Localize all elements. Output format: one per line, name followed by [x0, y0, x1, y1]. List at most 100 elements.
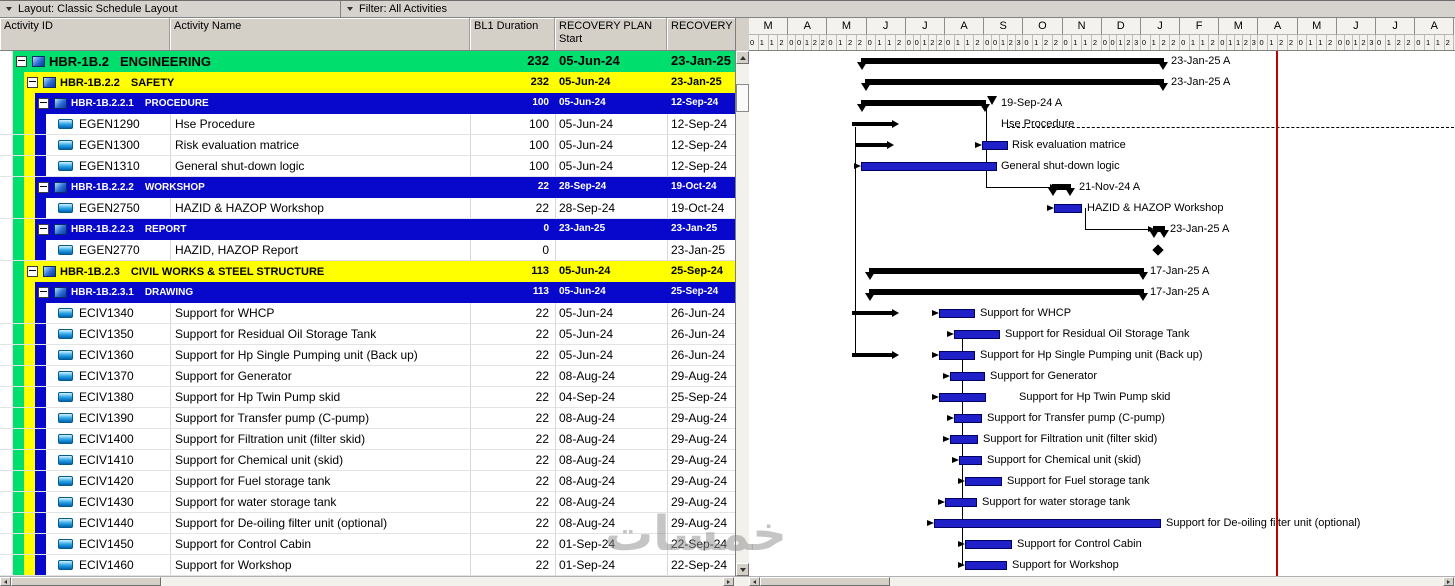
- scroll-down-button[interactable]: [736, 563, 749, 576]
- vertical-scroll-thumb[interactable]: [736, 84, 749, 112]
- milestone-icon[interactable]: [987, 96, 997, 105]
- collapse-button[interactable]: [38, 182, 49, 193]
- table-row-activity[interactable]: ECIV1380 Support for Hp Twin Pump skid 22 0…: [0, 387, 735, 408]
- timescale-month[interactable]: A: [944, 18, 985, 35]
- summary-bar[interactable]: [1149, 226, 1169, 238]
- timescale-month[interactable]: M: [827, 18, 867, 35]
- gantt-bar[interactable]: [975, 141, 1008, 150]
- table-row-activity[interactable]: ECIV1360 Support for Hp Single Pumping un…: [0, 345, 735, 366]
- table-row-activity[interactable]: ECIV1400 Support for Filtration unit (fil…: [0, 429, 735, 450]
- timescale-month[interactable]: M: [1297, 18, 1337, 35]
- timescale-month[interactable]: J: [905, 18, 945, 35]
- layout-selector[interactable]: Layout: Classic Schedule Layout: [0, 1, 341, 17]
- table-row-activity[interactable]: EGEN1290 Hse Procedure 100 05-Jun-24 12-Sep-…: [0, 114, 735, 135]
- scroll-left-button[interactable]: [749, 577, 760, 586]
- table-row-activity[interactable]: ECIV1390 Support for Transfer pump (C-pum…: [0, 408, 735, 429]
- vertical-scrollbar[interactable]: [735, 18, 749, 576]
- timescale-month[interactable]: F: [1180, 18, 1220, 35]
- vertical-scroll-track[interactable]: [736, 64, 749, 563]
- collapse-button[interactable]: [27, 77, 38, 88]
- table-row-wbs-band[interactable]: HBR-1B.2.3 CIVIL WORKS & STEEL STRUCTURE 1…: [0, 261, 735, 282]
- timescale-month[interactable]: A: [788, 18, 828, 35]
- table-row-activity[interactable]: ECIV1450 Support for Control Cabin 22 01-Se…: [0, 534, 735, 555]
- summary-bar[interactable]: [861, 79, 1168, 91]
- table-row-activity[interactable]: ECIV1410 Support for Chemical unit (skid)…: [0, 450, 735, 471]
- column-header-activity-id[interactable]: Activity ID: [0, 18, 170, 50]
- gantt-bar[interactable]: [952, 456, 982, 465]
- gantt-bar[interactable]: [947, 414, 982, 423]
- column-header-recovery-plan-finish[interactable]: RECOVERY: [667, 18, 735, 50]
- table-row-activity[interactable]: ECIV1440 Support for De-oiling filter uni…: [0, 513, 735, 534]
- collapse-button[interactable]: [27, 266, 38, 277]
- scroll-right-button[interactable]: [1443, 577, 1454, 586]
- summary-bar[interactable]: [1048, 184, 1075, 196]
- table-row-activity[interactable]: ECIV1420 Support for Fuel storage tank 22 0…: [0, 471, 735, 492]
- table-row-activity[interactable]: EGEN2750 HAZID & HAZOP Workshop 22 28-Sep-2…: [0, 198, 735, 219]
- timescale-month[interactable]: J: [866, 18, 906, 35]
- gantt-bar[interactable]: [958, 561, 1007, 570]
- table-row-wbs-band[interactable]: HBR-1B.2.3.1 DRAWING 113 05-Jun-24 25-Sep-24: [0, 282, 735, 303]
- table-row-activity[interactable]: EGEN2770 HAZID, HAZOP Report 0 23-Jan-25: [0, 240, 735, 261]
- gantt-hscroll-thumb[interactable]: [760, 577, 890, 586]
- table-row-wbs-band[interactable]: HBR-1B.2.2 SAFETY 232 05-Jun-24 23-Jan-25: [0, 72, 735, 93]
- column-header-activity-name[interactable]: Activity Name: [170, 18, 470, 50]
- timescale-month[interactable]: S: [984, 18, 1024, 35]
- gantt-bar[interactable]: [932, 351, 975, 360]
- actual-work-bar[interactable]: [852, 120, 899, 128]
- timescale-month[interactable]: J: [1140, 18, 1181, 35]
- table-row-activity[interactable]: ECIV1350 Support for Residual Oil Storage…: [0, 324, 735, 345]
- timescale-month[interactable]: J: [1376, 18, 1416, 35]
- timescale-month[interactable]: N: [1062, 18, 1102, 35]
- gantt-bar[interactable]: [943, 372, 985, 381]
- filter-selector[interactable]: Filter: All Activities: [341, 1, 451, 17]
- timescale-month[interactable]: M: [1219, 18, 1259, 35]
- summary-bar[interactable]: [865, 268, 1148, 280]
- gantt-bar[interactable]: [854, 162, 997, 171]
- gantt-bar[interactable]: [947, 330, 1000, 339]
- gantt-bar[interactable]: [932, 309, 975, 318]
- horizontal-scrollbar[interactable]: [0, 576, 1455, 586]
- table-row-activity[interactable]: EGEN1300 Risk evaluation matrice 100 05-Jun…: [0, 135, 735, 156]
- summary-bar[interactable]: [865, 289, 1148, 301]
- table-row-wbs-band[interactable]: HBR-1B.2.2.1 PROCEDURE 100 05-Jun-24 12-Sep-…: [0, 93, 735, 114]
- collapse-button[interactable]: [38, 224, 49, 235]
- timescale-month[interactable]: M: [749, 18, 789, 35]
- summary-bar[interactable]: [857, 58, 1168, 70]
- table-row-activity[interactable]: EGEN1310 General shut-down logic 100 05-Jun…: [0, 156, 735, 177]
- gantt-bar[interactable]: [958, 540, 1012, 549]
- gantt-bar[interactable]: [943, 435, 978, 444]
- gantt-bar[interactable]: [1047, 204, 1082, 213]
- collapse-button[interactable]: [38, 287, 49, 298]
- gantt-bar[interactable]: [958, 477, 1002, 486]
- table-row-activity[interactable]: ECIV1460 Support for Workshop 22 01-Sep-24 2…: [0, 555, 735, 576]
- actual-work-bar[interactable]: [852, 351, 899, 359]
- gantt-bar[interactable]: [938, 498, 977, 507]
- scroll-right-button[interactable]: [723, 577, 734, 586]
- timescale-month[interactable]: D: [1101, 18, 1141, 35]
- gantt-bar[interactable]: [927, 519, 1161, 528]
- actual-work-bar[interactable]: [852, 309, 899, 317]
- table-row-activity[interactable]: ECIV1430 Support for water storage tank 22…: [0, 492, 735, 513]
- column-header-recovery-plan-start[interactable]: RECOVERY PLAN Start: [555, 18, 667, 50]
- scroll-left-button[interactable]: [0, 577, 11, 586]
- milestone-icon[interactable]: [1152, 244, 1164, 256]
- collapse-button[interactable]: [38, 98, 49, 109]
- table-row-wbs-band[interactable]: HBR-1B.2 ENGINEERING 232 05-Jun-24 23-Jan-25: [0, 51, 735, 72]
- gantt-bar[interactable]: [932, 393, 986, 402]
- timescale-month[interactable]: A: [1258, 18, 1298, 35]
- table-row-activity[interactable]: ECIV1340 Support for WHCP 22 05-Jun-24 26-Ju…: [0, 303, 735, 324]
- table-hscroll-thumb[interactable]: [11, 577, 161, 586]
- timescale-month[interactable]: O: [1023, 18, 1063, 35]
- column-header-bl1-duration[interactable]: BL1 Duration: [470, 18, 555, 50]
- timescale-month[interactable]: J: [1336, 18, 1376, 35]
- table-row-wbs-band[interactable]: HBR-1B.2.2.2 WORKSHOP 22 28-Sep-24 19-Oct-24: [0, 177, 735, 198]
- summary-bar[interactable]: [857, 100, 990, 112]
- table-row-activity[interactable]: ECIV1370 Support for Generator 22 08-Aug-24…: [0, 366, 735, 387]
- actual-work-bar[interactable]: [856, 141, 894, 149]
- table-row-wbs-band[interactable]: HBR-1B.2.2.3 REPORT 0 23-Jan-25 23-Jan-25: [0, 219, 735, 240]
- activity-id-text: EGEN1290: [79, 117, 140, 131]
- timescale-month[interactable]: A: [1415, 18, 1455, 35]
- collapse-button[interactable]: [16, 56, 27, 67]
- scroll-up-button[interactable]: [736, 51, 749, 64]
